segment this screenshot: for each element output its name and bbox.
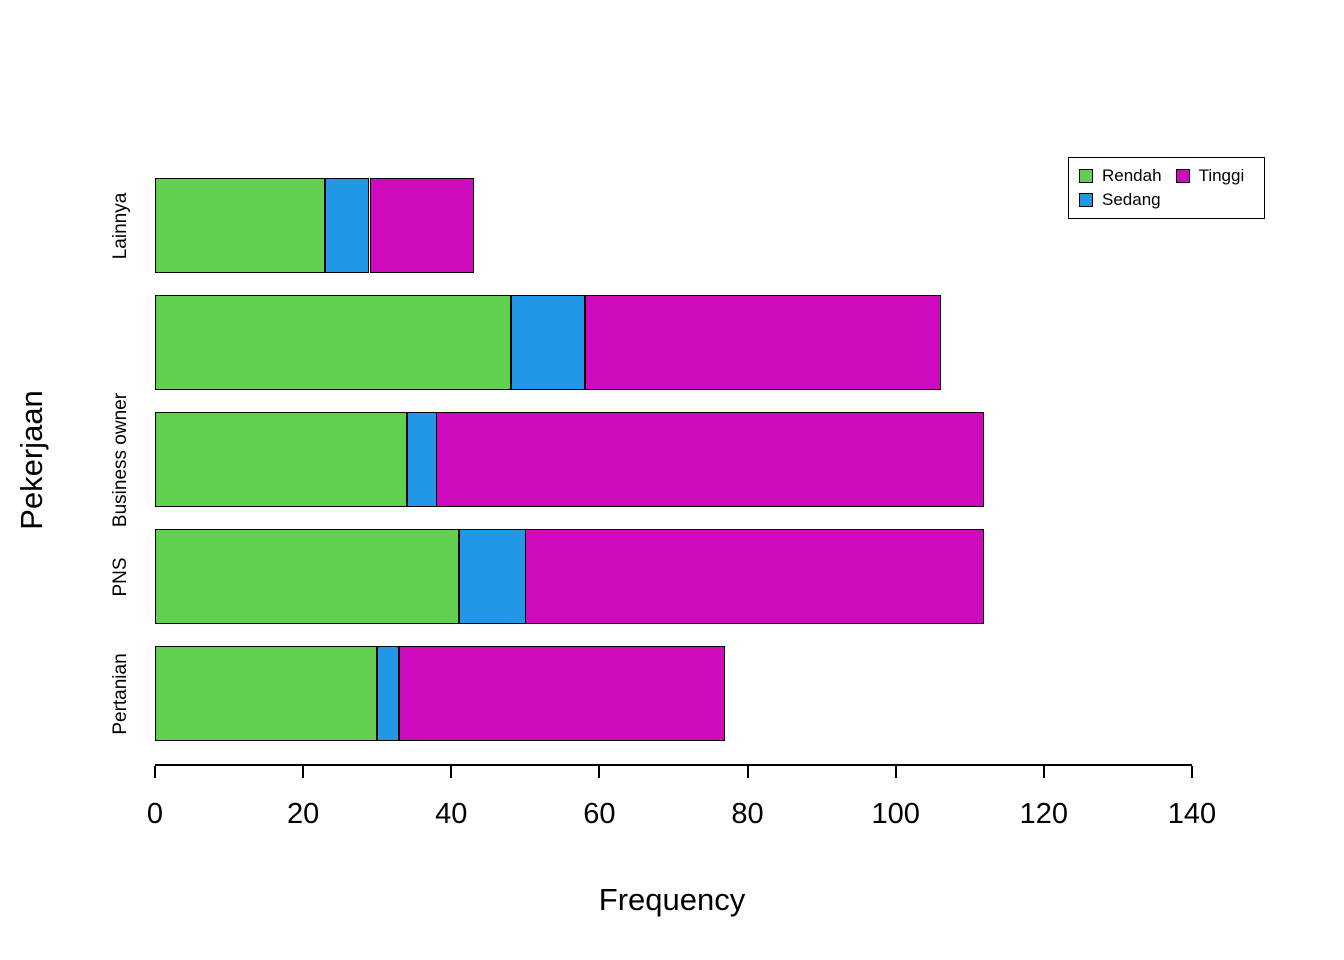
segment-tinggi: [436, 412, 984, 507]
category-label: PNS: [110, 556, 131, 597]
legend-label: Sedang: [1102, 190, 1161, 209]
x-axis-tick-label: 0: [146, 798, 164, 830]
segment-tinggi: [370, 178, 474, 273]
category-label: Lainnya: [110, 192, 131, 259]
segment-rendah: [155, 646, 377, 741]
x-axis-title: Frequency: [598, 882, 746, 917]
x-axis-tick-label: 140: [1167, 798, 1217, 830]
x-axis-tick: [1042, 766, 1045, 778]
x-axis-tick: [154, 766, 156, 778]
segment-sedang: [511, 295, 585, 390]
segment-sedang: [325, 178, 369, 273]
x-axis-tick: [1191, 766, 1193, 778]
category-label: Business owner: [110, 392, 131, 527]
x-axis-tick: [302, 766, 305, 778]
x-axis-tick-label: 60: [583, 798, 616, 830]
segment-rendah: [155, 295, 511, 390]
x-axis-tick-label: 40: [435, 798, 468, 830]
segment-rendah: [155, 178, 325, 273]
legend-label: Tinggi: [1198, 166, 1245, 185]
segment-tinggi: [525, 529, 984, 624]
segment-sedang: [407, 412, 437, 507]
category-label: Pertanian: [110, 652, 131, 735]
segment-sedang: [377, 646, 399, 741]
x-axis-tick-label: 80: [731, 798, 764, 830]
segment-rendah: [155, 529, 459, 624]
segment-rendah: [155, 412, 407, 507]
segment-tinggi: [585, 295, 941, 390]
legend: Rendah Sedang Tinggi: [1068, 157, 1265, 219]
legend-item-sedang: Sedang: [1079, 190, 1162, 210]
x-axis-tick-label: 120: [1019, 798, 1069, 830]
legend-item-rendah: Rendah: [1079, 166, 1162, 186]
segment-tinggi: [399, 646, 725, 741]
legend-swatch-rendah: [1079, 169, 1093, 183]
segment-sedang: [459, 529, 526, 624]
x-axis-tick: [598, 766, 601, 778]
x-axis-tick: [894, 766, 897, 778]
x-axis-tick: [746, 766, 749, 778]
x-axis-tick-label: 20: [287, 798, 320, 830]
legend-swatch-sedang: [1079, 193, 1093, 207]
legend-item-tinggi: Tinggi: [1175, 166, 1254, 186]
x-axis-tick-label: 100: [871, 798, 920, 830]
legend-swatch-tinggi: [1175, 169, 1190, 183]
legend-label: Rendah: [1102, 166, 1162, 185]
y-axis-title: Pekerjaan: [14, 390, 49, 530]
x-axis-tick: [450, 766, 453, 778]
x-axis-line: [155, 764, 1192, 766]
